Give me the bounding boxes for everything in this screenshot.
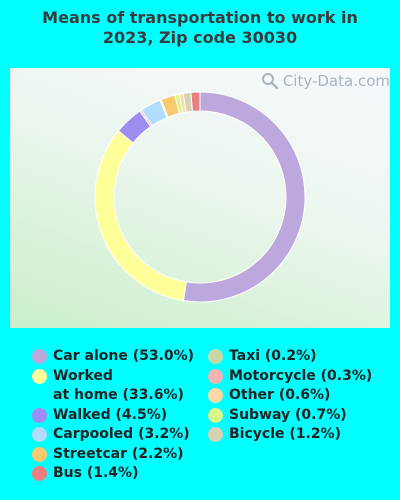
legend-label: Motorcycle (0.3%) [229, 367, 373, 384]
legend-label: Other (0.6%) [229, 387, 331, 403]
legend-item-streetcar: Streetcar (2.2%) [32, 445, 184, 464]
legend-swatch [32, 446, 47, 462]
legend-swatch [208, 388, 223, 403]
legend-label: Car alone (53.0%) [53, 348, 195, 364]
chart-title-line1: Means of transportation to work in [42, 8, 358, 27]
legend-swatch [208, 368, 223, 384]
legend-item-car-alone: Car alone (53.0%) [32, 347, 194, 366]
watermark-text: City-Data.com [282, 72, 390, 90]
legend-label: Subway (0.7%) [229, 406, 347, 423]
legend-item-bus: Bus (1.4%) [32, 464, 138, 483]
chart-title: Means of transportation to work in 2023,… [0, 8, 400, 48]
legend-item-other: Other (0.6%) [208, 386, 330, 405]
legend-swatch [208, 427, 223, 442]
legend-label: Walked (4.5%) [53, 406, 168, 423]
legend-swatch [32, 466, 47, 481]
legend-item-carpooled: Carpooled (3.2%) [32, 425, 190, 444]
slice-bus [190, 91, 201, 112]
legend-label: Streetcar (2.2%) [53, 445, 184, 462]
legend-item-bicycle: Bicycle (1.2%) [208, 425, 341, 444]
legend-item-motorcycle: Motorcycle (0.3%) [208, 367, 372, 386]
legend-swatch [32, 349, 47, 364]
legend-item-taxi: Taxi (0.2%) [208, 347, 317, 366]
legend-item-subway: Subway (0.7%) [208, 406, 347, 425]
legend-swatch [32, 407, 47, 423]
legend-label: Bus (1.4%) [53, 465, 139, 481]
legend-swatch [208, 407, 223, 423]
legend-item-worked-at-home: Worked at home (33.6%) [32, 367, 184, 405]
donut-slices [94, 91, 306, 303]
legend-label: Worked at home (33.6%) [53, 367, 184, 403]
legend-label: Taxi (0.2%) [229, 348, 317, 364]
legend-label: Bicycle (1.2%) [229, 426, 341, 442]
legend-item-walked: Walked (4.5%) [32, 406, 167, 425]
legend-label: Carpooled (3.2%) [53, 426, 190, 442]
legend-swatch [208, 349, 223, 364]
legend-swatch [32, 427, 47, 442]
chart-title-line2: 2023, Zip code 30030 [102, 28, 298, 47]
legend-swatch [32, 368, 47, 384]
magnifier-icon [261, 73, 279, 90]
watermark: City-Data.com [261, 72, 390, 90]
